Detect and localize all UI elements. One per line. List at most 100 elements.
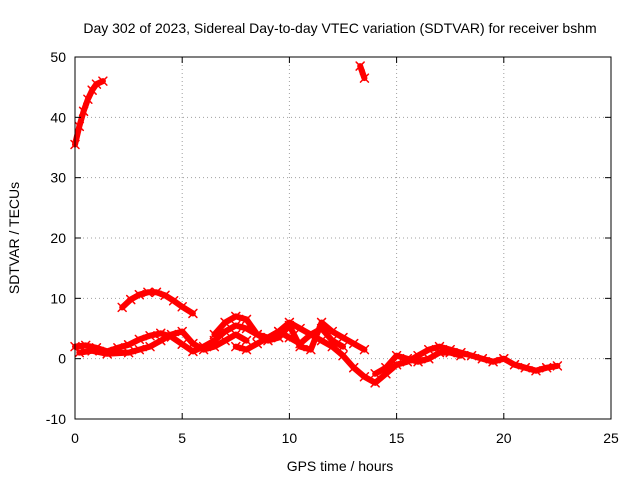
data-point (145, 330, 155, 341)
data-series (70, 61, 563, 388)
series-line (357, 63, 368, 82)
data-point (220, 335, 230, 346)
data-point (434, 347, 445, 358)
data-point (402, 353, 413, 364)
data-point (231, 341, 241, 352)
data-point (359, 73, 370, 83)
series-arc-low-c (209, 311, 370, 355)
x-tick-label: 0 (71, 430, 79, 446)
data-point (295, 338, 305, 349)
y-tick-label: 40 (50, 109, 66, 125)
chart-title: Day 302 of 2023, Sidereal Day-to-day VTE… (83, 20, 596, 36)
data-point (74, 121, 85, 132)
series-arc-low-d (231, 323, 348, 355)
data-point (102, 349, 112, 359)
data-point (552, 361, 563, 371)
data-point (231, 329, 241, 340)
data-point (370, 378, 380, 388)
data-point (198, 344, 209, 355)
data-point (456, 350, 466, 361)
data-point (145, 341, 155, 352)
data-point (466, 350, 477, 361)
data-point (143, 287, 153, 298)
data-point (370, 369, 380, 379)
data-point (209, 341, 220, 352)
data-point (284, 320, 295, 331)
data-point (338, 350, 348, 361)
data-point (231, 311, 241, 322)
data-point (166, 329, 177, 340)
data-point (445, 347, 455, 358)
data-point (252, 329, 262, 340)
x-tick-label: 15 (389, 430, 405, 446)
data-point (531, 365, 541, 376)
data-point (424, 344, 434, 355)
data-point (231, 320, 241, 331)
data-point (499, 353, 509, 364)
data-point (117, 302, 127, 313)
data-point (541, 362, 552, 373)
data-point (78, 106, 89, 117)
data-point (488, 356, 498, 367)
data-point (284, 332, 295, 343)
x-tick-label: 10 (282, 430, 298, 446)
series-arc-13h-high (355, 61, 370, 83)
y-tick-label: -10 (46, 411, 66, 427)
x-tick-label: 5 (178, 430, 186, 446)
series-arc-low-e (370, 347, 466, 379)
data-point (209, 329, 220, 340)
data-point (359, 372, 370, 382)
data-point (177, 302, 187, 312)
data-point (87, 85, 97, 95)
data-point (359, 344, 370, 355)
data-point (338, 341, 348, 352)
data-point (177, 339, 187, 349)
data-point (83, 94, 93, 104)
data-point (273, 326, 284, 337)
x-axis-label: GPS time / hours (287, 458, 394, 474)
data-point (91, 79, 102, 89)
data-point (160, 290, 170, 301)
y-tick-label: 10 (50, 290, 66, 306)
data-point (338, 332, 348, 343)
data-point (355, 61, 365, 71)
data-point (509, 359, 520, 370)
data-point (263, 332, 273, 343)
data-point (177, 326, 187, 337)
data-point (123, 347, 134, 358)
data-point (123, 340, 134, 350)
data-point (151, 287, 162, 298)
y-tick-label: 50 (50, 49, 66, 65)
grid-lines (75, 57, 611, 419)
data-point (188, 338, 198, 349)
data-point (306, 344, 316, 355)
x-tick-label: 25 (603, 430, 619, 446)
data-point (98, 76, 108, 86)
data-point (220, 317, 230, 328)
y-tick-label: 0 (58, 351, 66, 367)
data-point (316, 335, 327, 346)
data-point (348, 362, 359, 373)
y-axis-label: SDTVAR / TECUs (6, 182, 22, 294)
data-point (134, 334, 145, 345)
data-point (424, 353, 434, 364)
data-point (477, 353, 488, 364)
data-point (134, 344, 145, 355)
data-point (87, 346, 97, 356)
y-tick-label: 30 (50, 170, 66, 186)
axes: 0 5 10 15 20 25 -10 0 10 20 30 40 50 (46, 49, 619, 446)
data-point (241, 344, 252, 355)
data-point (391, 350, 402, 361)
series-arc-early-high (70, 76, 108, 150)
data-point (241, 314, 252, 325)
data-point (125, 294, 136, 305)
data-point (252, 338, 262, 349)
y-tick-label: 20 (50, 230, 66, 246)
data-point (241, 335, 252, 346)
data-point (134, 289, 145, 300)
data-point (295, 323, 305, 334)
data-point (156, 335, 166, 346)
series-arc-hump (117, 287, 198, 319)
data-point (327, 335, 338, 346)
